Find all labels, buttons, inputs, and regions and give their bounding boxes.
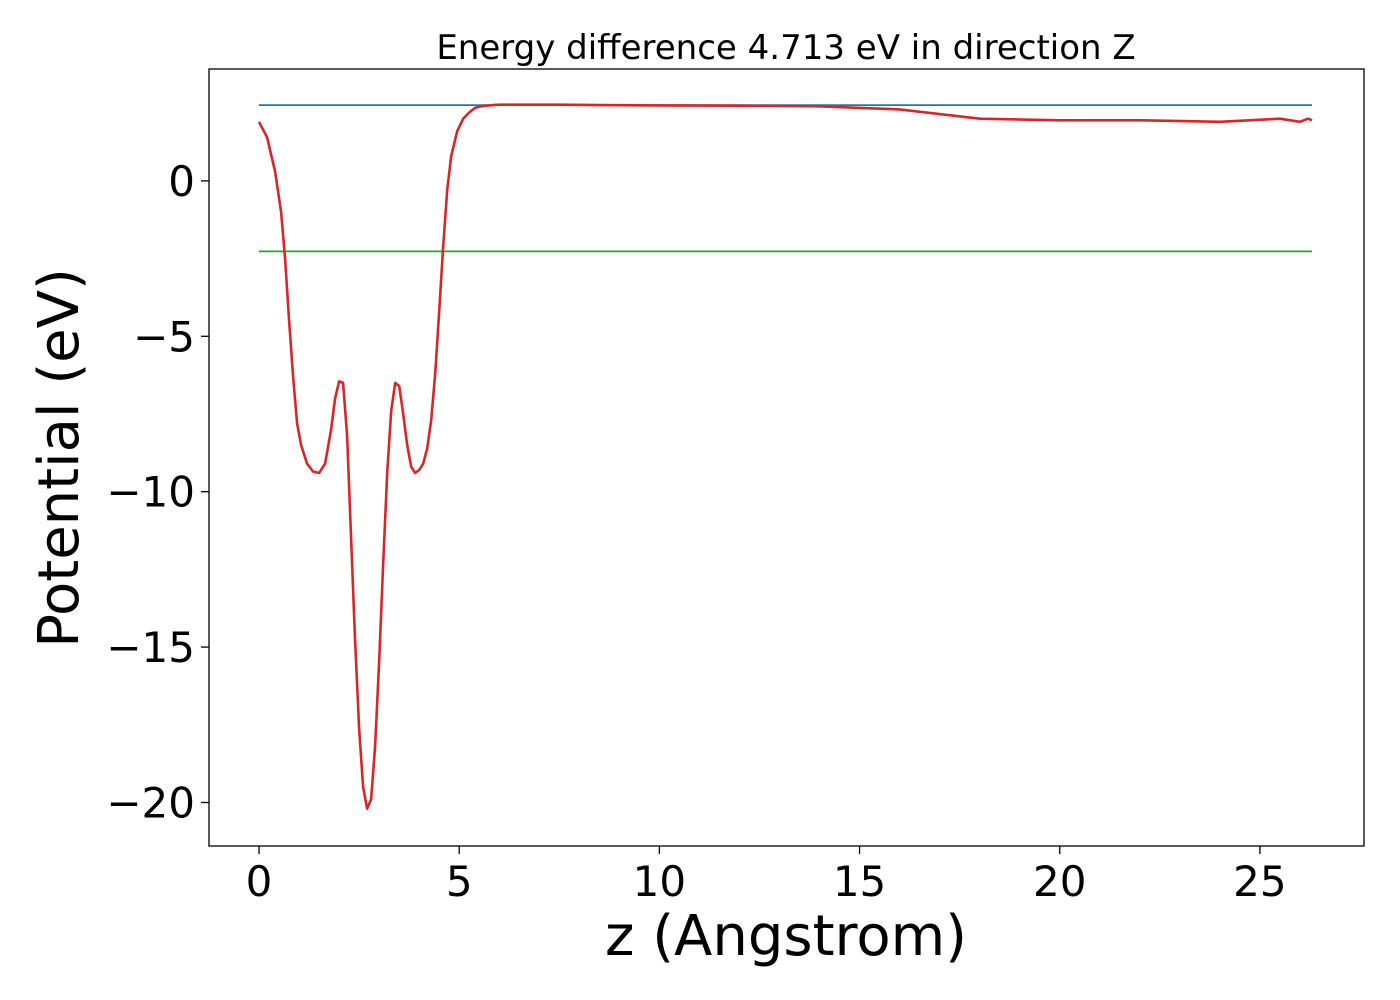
x-tick-label: 20: [1033, 857, 1086, 906]
y-axis-ticks: 0 −5 −10 −15 −20: [106, 157, 209, 827]
series-line-3: [257, 103, 1313, 811]
y-tick-label: −10: [106, 468, 195, 517]
series-layer: [257, 103, 1313, 811]
x-axis-ticks: 0 5 10 15 20 25: [246, 846, 1287, 906]
y-tick-label: −20: [106, 778, 195, 827]
plot-area: [208, 68, 1365, 847]
x-axis-label: z (Angstrom): [605, 904, 967, 969]
y-tick-label: −5: [133, 312, 195, 361]
x-tick-label: 5: [446, 857, 473, 906]
y-tick-label: 0: [168, 157, 195, 206]
x-tick-label: 0: [246, 857, 273, 906]
x-tick-label: 15: [833, 857, 886, 906]
x-tick-label: 25: [1233, 857, 1286, 906]
y-tick-label: −15: [106, 623, 195, 672]
x-tick-label: 10: [633, 857, 686, 906]
chart-title: Energy difference 4.713 eV in direction …: [436, 28, 1135, 68]
y-axis-label: Potential (eV): [27, 268, 92, 648]
